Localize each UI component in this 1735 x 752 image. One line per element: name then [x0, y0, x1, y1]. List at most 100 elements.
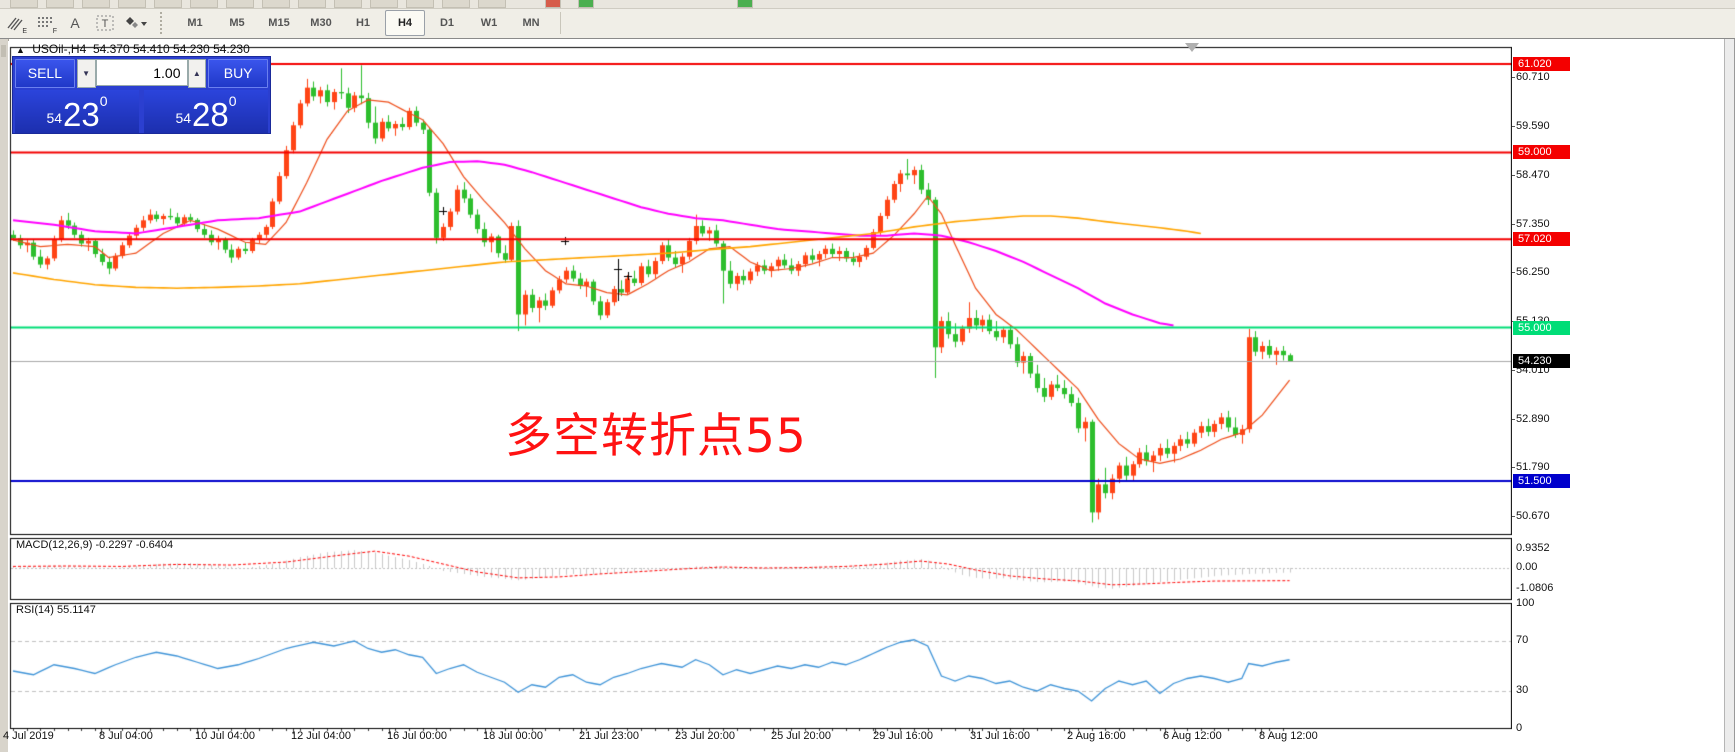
one-click-trade-panel: SELL ▼ ▲ BUY 54 23 0 54 28 0	[12, 56, 271, 134]
time-label: 10 Jul 04:00	[195, 730, 255, 742]
price-badge: 51.500	[1513, 473, 1570, 488]
rsi-scale-label: 100	[1516, 596, 1535, 609]
toolbar-partial-button	[370, 0, 398, 8]
ohlc-header: ▲ USOil-,H4 54.370 54.410 54.230 54.230	[16, 42, 250, 56]
time-label: 2 Aug 16:00	[1067, 730, 1126, 742]
toolbar-partial-button	[545, 0, 561, 8]
toolbar-cut-row	[0, 0, 1735, 9]
toolbar: E F A T M1 M5 M15 M30 H1 H4 D1 W1 MN	[0, 0, 1735, 39]
text-label-icon[interactable]: A	[70, 15, 80, 31]
timeframe-button-M5[interactable]: M5	[229, 17, 245, 29]
price-badge: 55.000	[1513, 320, 1570, 335]
toolbar-partial-button	[82, 0, 110, 8]
macd-scale-label: 0.00	[1516, 561, 1538, 573]
price-tick: 51.790	[1512, 461, 1550, 474]
buy-price-sup: 0	[228, 93, 237, 109]
timeframe-button-M1[interactable]: M1	[187, 17, 203, 29]
macd-label: MACD(12,26,9) -0.2297 -0.6404	[16, 539, 174, 551]
price-tick: 58.470	[1512, 168, 1550, 181]
rsi-scale-label: 70	[1516, 634, 1529, 646]
toolbar-grip[interactable]	[160, 12, 168, 34]
text-box-icon[interactable]: T	[91, 10, 119, 36]
scroll-position-triangle-icon	[1185, 43, 1199, 52]
price-tick: 59.590	[1512, 119, 1550, 132]
symbol-timeframe: USOil-,H4	[32, 42, 87, 56]
rsi-scale-label: 0	[1516, 721, 1523, 734]
price-badge: 61.020	[1513, 57, 1570, 71]
price-tick: 56.250	[1512, 265, 1550, 278]
toolbar-partial-button	[46, 0, 74, 8]
sell-price-prefix: 54	[46, 110, 63, 126]
timeframe-button-H4[interactable]: H4	[385, 10, 425, 36]
timeframe-button-W1[interactable]: W1	[480, 17, 498, 29]
time-label: 4 Jul 2019	[3, 730, 54, 742]
volume-decrease-button[interactable]: ▼	[76, 59, 96, 88]
objects-dropdown-icon[interactable]	[121, 10, 149, 36]
timeframe-button-MN[interactable]: MN	[522, 17, 540, 29]
toolbar-partial-button	[334, 0, 362, 8]
svg-text:T: T	[102, 18, 109, 30]
indicator-grid-icon[interactable]: F	[31, 10, 59, 36]
toolbar-partial-button	[737, 0, 753, 8]
chart-text-annotation[interactable]: 多空转折点55	[505, 409, 807, 464]
time-label: 16 Jul 00:00	[387, 730, 447, 742]
time-label: 8 Jul 04:00	[99, 730, 153, 742]
time-label: 25 Jul 20:00	[771, 730, 831, 742]
volume-input[interactable]	[95, 59, 188, 86]
icon-sub-label: E	[22, 28, 27, 35]
toolbar-partial-button	[442, 0, 470, 8]
right-scrollbar[interactable]	[1724, 39, 1735, 752]
sell-price-quote[interactable]: 54 23 0	[15, 90, 139, 133]
price-tick: 60.710	[1512, 70, 1550, 83]
toolbar-partial-button	[154, 0, 182, 8]
sell-price-sup: 0	[99, 93, 108, 109]
macd-values: -0.2297 -0.6404	[95, 539, 174, 551]
rsi-value: 55.1147	[56, 604, 96, 616]
time-label: 21 Jul 23:00	[579, 730, 639, 742]
time-label: 31 Jul 16:00	[970, 730, 1030, 742]
toolbar-partial-button	[226, 0, 254, 8]
time-label: 29 Jul 16:00	[873, 730, 933, 742]
price-tick: 50.670	[1512, 510, 1550, 523]
timeframe-group: M1 M5 M15 M30 H1 H4 D1 W1 MN	[174, 10, 552, 36]
toolbar-partial-button	[118, 0, 146, 8]
rsi-label: RSI(14) 55.1147	[16, 604, 96, 616]
time-label: 8 Aug 12:00	[1259, 730, 1318, 742]
chart-window: ▲ USOil-,H4 54.370 54.410 54.230 54.230 …	[0, 38, 1735, 752]
buy-price-prefix: 54	[175, 110, 192, 126]
direction-up-icon: ▲	[16, 45, 25, 55]
price-tick: 57.350	[1512, 217, 1550, 230]
time-label: 18 Jul 00:00	[483, 730, 543, 742]
crayon-tool-icon[interactable]: E	[1, 10, 29, 36]
sell-button[interactable]: SELL	[15, 59, 75, 88]
rsi-scale-label: 30	[1516, 684, 1529, 696]
price-axis[interactable]: 60.71059.59058.47057.35056.25055.13054.0…	[1512, 39, 1582, 752]
price-badge: 57.020	[1513, 232, 1570, 247]
toolbar-partial-button	[406, 0, 434, 8]
toolbar-partial-button	[578, 0, 594, 8]
toolbar-partial-button	[298, 0, 326, 8]
frame-knob	[1, 45, 6, 57]
price-tick: 52.890	[1512, 413, 1550, 425]
time-label: 23 Jul 20:00	[675, 730, 735, 742]
time-label: 12 Jul 04:00	[291, 730, 351, 742]
chart-canvas[interactable]	[8, 41, 1512, 752]
sell-price-big: 23	[63, 96, 100, 133]
macd-scale-label: 0.9352	[1516, 542, 1550, 555]
volume-increase-button[interactable]: ▲	[187, 59, 207, 88]
price-badge: 59.000	[1513, 145, 1570, 160]
buy-button[interactable]: BUY	[208, 59, 268, 88]
buy-price-big: 28	[192, 96, 229, 133]
buy-price-quote[interactable]: 54 28 0	[144, 90, 268, 133]
timeframe-button-H1[interactable]: H1	[355, 17, 371, 29]
timeframe-button-D1[interactable]: D1	[439, 17, 455, 29]
toolbar-partial-button	[262, 0, 290, 8]
timeframe-button-M30[interactable]: M30	[310, 17, 332, 29]
ohlc-values: 54.370 54.410 54.230 54.230	[92, 42, 250, 56]
timeframe-button-M15[interactable]: M15	[268, 17, 290, 29]
toolbar-partial-button	[190, 0, 218, 8]
trade-panel-quotes: 54 23 0 54 28 0	[13, 89, 270, 133]
toolbar-partial-button	[10, 0, 38, 8]
toolbar-partial-button	[478, 0, 506, 8]
